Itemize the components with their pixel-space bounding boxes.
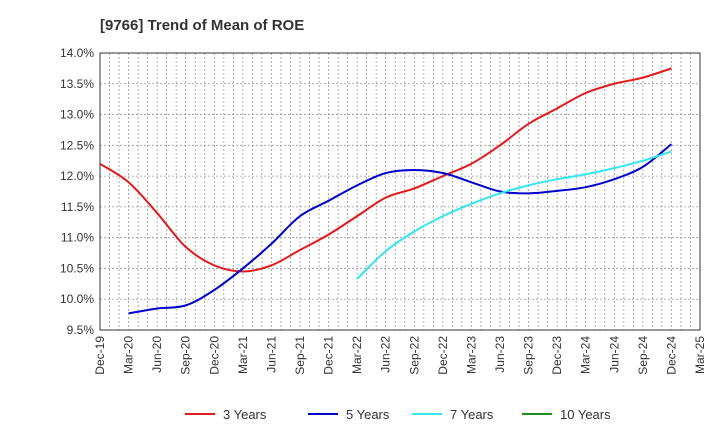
legend: 3 Years 5 Years 7 Years 10 Years	[185, 407, 611, 422]
x-tick-label: Dec-24	[664, 336, 678, 375]
x-tick-label: Jun-24	[607, 336, 621, 373]
series-lines	[99, 67, 673, 315]
legend-label: 10 Years	[560, 407, 611, 422]
x-tick-label: Mar-25	[693, 336, 707, 374]
x-tick-label: Dec-21	[322, 336, 336, 375]
plot-frame	[99, 52, 701, 331]
x-tick-label: Dec-22	[436, 336, 450, 375]
x-tick-label: Dec-20	[207, 336, 221, 375]
x-tick-label: Mar-21	[236, 336, 250, 374]
x-tick-label: Sep-23	[522, 336, 536, 375]
x-tick-label: Mar-24	[579, 336, 593, 374]
x-tick-label: Sep-22	[407, 336, 421, 375]
x-tick-label: Jun-20	[150, 336, 164, 373]
series-line-5-years	[128, 143, 673, 315]
y-tick-label: 13.5%	[60, 77, 94, 91]
y-tick-label: 10.0%	[60, 292, 94, 306]
legend-label: 5 Years	[346, 407, 390, 422]
x-tick-label: Mar-20	[122, 336, 136, 374]
y-tick-label: 9.5%	[67, 323, 95, 337]
chart-title: [9766] Trend of Mean of ROE	[100, 17, 304, 34]
series-line-3-years	[99, 67, 672, 273]
y-tick-label: 11.0%	[61, 231, 94, 245]
x-tick-label: Sep-20	[179, 336, 193, 375]
x-tick-label: Mar-22	[350, 336, 364, 374]
y-tick-label: 10.5%	[60, 261, 94, 275]
y-tick-label: 12.0%	[60, 169, 94, 183]
x-tick-label: Jun-21	[264, 336, 278, 373]
x-tick-label: Dec-23	[550, 336, 564, 375]
y-axis: 9.5% 10.0% 10.5% 11.0% 11.5% 12.0% 12.5% 13.0% 1…	[60, 46, 94, 337]
x-tick-label: Mar-23	[464, 336, 478, 374]
y-tick-label: 11.5%	[61, 200, 94, 214]
series-line-7-years	[356, 150, 672, 280]
x-tick-label: Sep-21	[293, 336, 307, 375]
x-axis: Dec-19 Mar-20 Jun-20 Sep-20 Dec-20 Mar-21 Jun-…	[93, 336, 707, 375]
y-tick-label: 13.0%	[60, 108, 94, 122]
x-tick-label: Jun-22	[379, 336, 393, 373]
legend-label: 7 Years	[450, 407, 494, 422]
x-tick-label: Jun-23	[493, 336, 507, 373]
x-tick-label: Dec-19	[93, 336, 107, 375]
x-tick-label: Sep-24	[636, 336, 650, 375]
y-tick-label: 14.0%	[60, 46, 94, 60]
grid	[100, 53, 700, 330]
legend-label: 3 Years	[223, 407, 267, 422]
y-tick-label: 12.5%	[60, 138, 94, 152]
